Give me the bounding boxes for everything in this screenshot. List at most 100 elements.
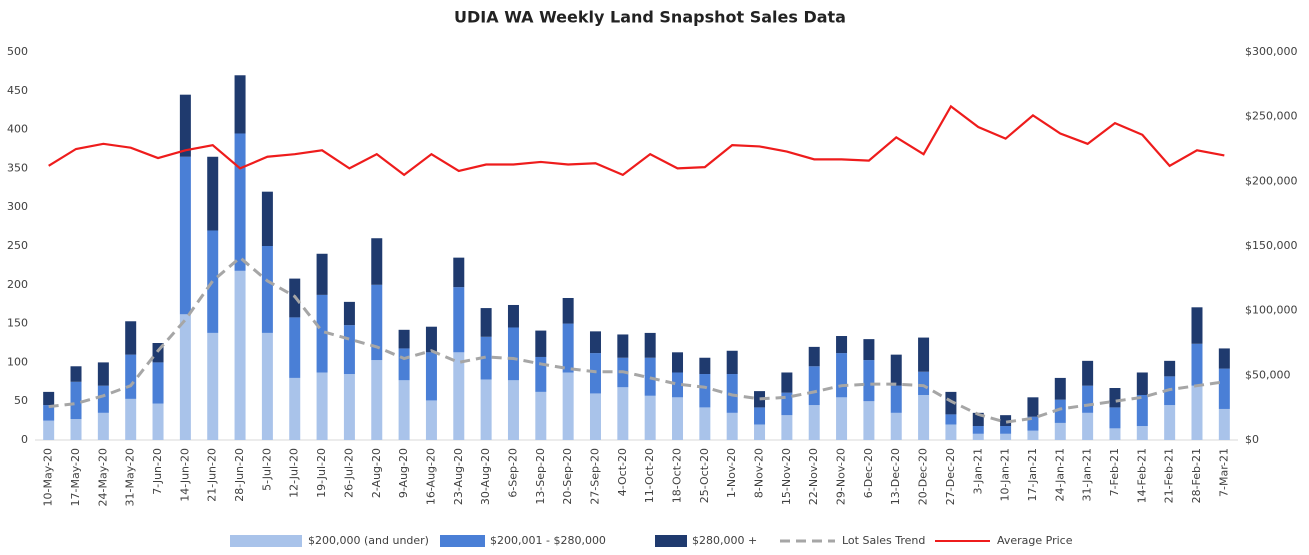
bar-segment (480, 379, 492, 440)
bar-segment (1000, 426, 1012, 434)
bar-segment (261, 332, 273, 440)
bar-segment (1136, 426, 1148, 440)
bar-segment (644, 395, 656, 440)
bar-segment (425, 326, 437, 353)
bar-segment (261, 191, 273, 246)
bar-segment (125, 354, 137, 399)
y2-tick-label: $150,000 (1245, 239, 1298, 252)
bar-segment (234, 75, 246, 134)
y-tick-label: 500 (7, 45, 28, 58)
bar-segment (316, 253, 328, 295)
bar-segment (207, 332, 219, 440)
bar-segment (125, 398, 137, 440)
bar-segment (1218, 408, 1230, 440)
x-tick-label: 20-Dec-20 (917, 448, 930, 505)
y2-tick-label: $250,000 (1245, 110, 1298, 123)
y2-tick-label: $100,000 (1245, 304, 1298, 317)
bar-segment (1136, 394, 1148, 427)
bar-segment (562, 297, 574, 324)
bar-segment (644, 332, 656, 358)
bar-segment (863, 401, 875, 440)
bar-segment (535, 356, 547, 392)
bar-segment (234, 133, 246, 271)
x-tick-label: 10-May-20 (42, 448, 55, 506)
bar-segment (781, 372, 793, 393)
x-tick-label: 10-Jan-21 (999, 448, 1012, 502)
bar-segment (617, 334, 629, 358)
bar-segment (918, 371, 930, 395)
bar-segment (672, 397, 684, 440)
bar-segment (152, 403, 164, 440)
x-tick-label: 7-Jun-20 (151, 448, 164, 495)
bar-segment (234, 270, 246, 440)
bar-segment (207, 156, 219, 231)
y2-tick-label: $200,000 (1245, 174, 1298, 187)
legend-swatch (440, 535, 485, 547)
bar-segment (343, 325, 355, 375)
y-tick-label: 200 (7, 278, 28, 291)
x-tick-label: 2-Aug-20 (370, 448, 383, 498)
x-tick-label: 13-Sep-20 (534, 448, 547, 505)
legend-swatch (230, 535, 302, 547)
bar-segment (1027, 430, 1039, 440)
x-tick-label: 16-Aug-20 (424, 448, 437, 505)
bar-segment (1082, 412, 1094, 440)
x-tick-label: 26-Jul-20 (342, 448, 355, 498)
x-tick-label: 3-Jan-21 (971, 448, 984, 495)
y-tick-label: 450 (7, 84, 28, 97)
bar-segment (261, 246, 273, 333)
bar-segment (781, 392, 793, 416)
bar-segment (453, 352, 465, 440)
y2-tick-label: $0 (1245, 433, 1259, 446)
y-tick-label: 0 (21, 433, 28, 446)
x-tick-label: 12-Jul-20 (288, 448, 301, 498)
y2-tick-label: $300,000 (1245, 45, 1298, 58)
x-tick-label: 13-Dec-20 (889, 448, 902, 505)
bar-segment (535, 330, 547, 357)
bar-segment (589, 353, 601, 394)
bar-segment (125, 321, 137, 355)
x-tick-label: 31-Jan-21 (1081, 448, 1094, 502)
bar-segment (754, 407, 766, 425)
bar-segment (699, 357, 711, 375)
bar-segment (70, 419, 82, 440)
bar-segment (179, 94, 191, 157)
bar-segment (589, 331, 601, 354)
bar-segment (972, 426, 984, 434)
bar-segment (945, 424, 957, 440)
bar-segment (70, 366, 82, 382)
bar-segment (754, 391, 766, 408)
bar-segment (1054, 377, 1066, 400)
x-tick-label: 23-Aug-20 (452, 448, 465, 505)
legend-label: Average Price (997, 534, 1073, 547)
y-tick-label: 100 (7, 355, 28, 368)
bar-segment (398, 380, 410, 440)
bar-segment (1218, 368, 1230, 409)
chart-title: UDIA WA Weekly Land Snapshot Sales Data (454, 8, 846, 27)
bar-segment (1027, 397, 1039, 417)
bar-segment (316, 294, 328, 373)
trend-line (48, 255, 1225, 424)
bar-segment (152, 343, 164, 363)
bar-segment (371, 238, 383, 285)
bar-segment (972, 412, 984, 427)
legend-swatch (655, 535, 687, 547)
x-tick-label: 17-Jan-21 (1026, 448, 1039, 502)
bar-segment (289, 377, 301, 440)
x-tick-label: 9-Aug-20 (397, 448, 410, 498)
bar-segment (972, 433, 984, 440)
bar-segment (425, 400, 437, 440)
bar-segment (562, 372, 574, 440)
bar-segment (97, 412, 109, 440)
bar-segment (453, 257, 465, 288)
x-tick-label: 21-Feb-21 (1163, 448, 1176, 503)
bar-segment (1054, 422, 1066, 440)
bar-segment (371, 360, 383, 440)
bar-segment (425, 352, 437, 401)
bar-segment (890, 412, 902, 440)
bar-segment (836, 353, 848, 398)
y2-tick-label: $50,000 (1245, 368, 1291, 381)
bar-segment (1027, 416, 1039, 431)
bar-segment (343, 374, 355, 440)
bar-segment (589, 393, 601, 440)
